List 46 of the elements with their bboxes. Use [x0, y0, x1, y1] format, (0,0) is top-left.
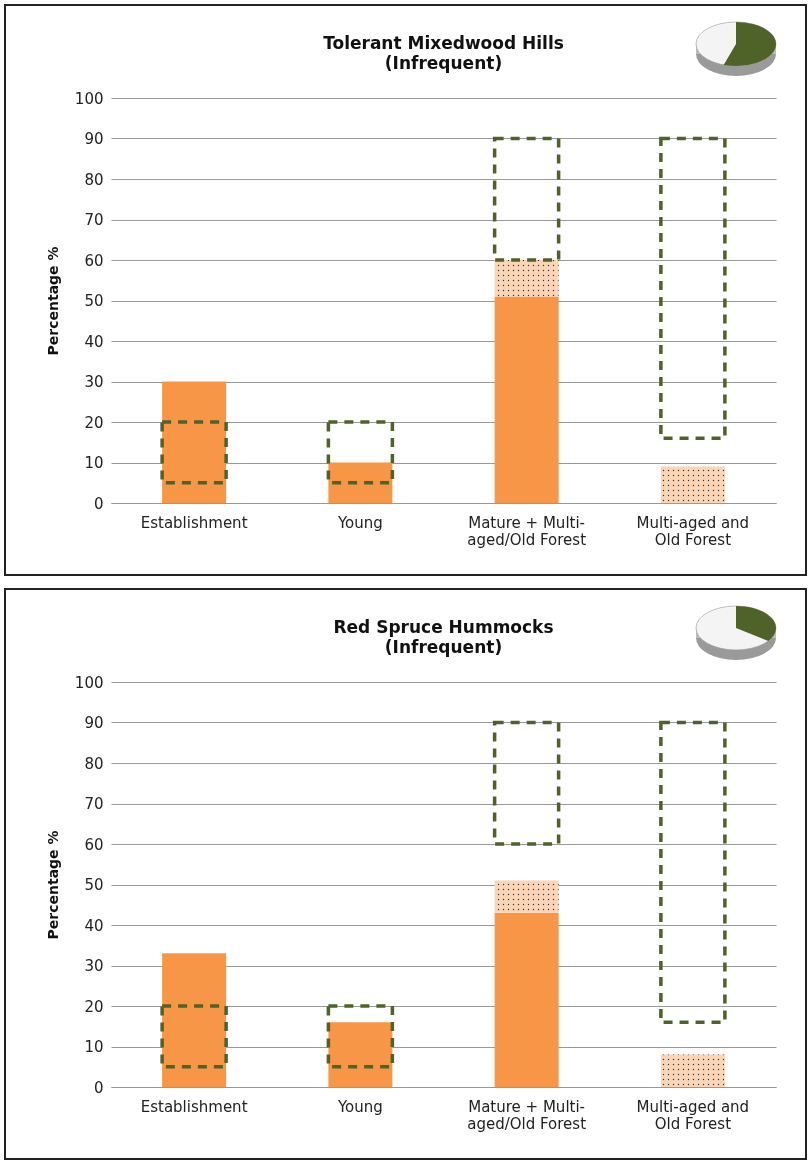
- y-tick-label: 0: [93, 1078, 104, 1097]
- x-tick-label: Multi-aged and Old Forest: [636, 1097, 750, 1133]
- y-tick-label: 50: [84, 876, 104, 894]
- chart-title: Red Spruce Hummocks: [333, 617, 554, 637]
- bar: [494, 912, 559, 1087]
- y-tick-label: 40: [84, 916, 104, 935]
- y-tick-label: 10: [84, 454, 104, 472]
- y-tick-label: 10: [84, 1038, 104, 1056]
- y-tick-label: 100: [74, 673, 104, 692]
- y-tick-label: 80: [84, 754, 104, 773]
- y-tick-label: 100: [74, 89, 104, 108]
- bar: [162, 381, 227, 503]
- y-tick-label: 50: [84, 292, 104, 310]
- bar: [328, 1022, 393, 1087]
- y-tick-label: 30: [84, 957, 104, 975]
- chart-subtitle: (Infrequent): [384, 637, 503, 657]
- bar: [660, 1054, 725, 1087]
- bar: [494, 296, 559, 503]
- bar: [494, 260, 559, 297]
- y-tick-label: 0: [93, 494, 104, 513]
- bar: [162, 953, 227, 1087]
- chart-title: Tolerant Mixedwood Hills: [323, 33, 564, 53]
- x-tick-label: Young: [336, 1097, 383, 1116]
- y-tick-label: 70: [84, 795, 104, 813]
- x-tick-label: Mature + Multi- aged/Old Forest: [467, 513, 587, 549]
- y-tick-label: 20: [84, 997, 104, 1016]
- y-tick-label: 60: [84, 835, 104, 854]
- y-tick-label: 30: [84, 373, 104, 391]
- x-tick-label: Establishment: [140, 513, 248, 532]
- y-tick-label: 90: [84, 714, 104, 732]
- x-tick-label: Mature + Multi- aged/Old Forest: [467, 1097, 587, 1133]
- y-axis-title: Percentage %: [44, 246, 61, 356]
- y-tick-label: 20: [84, 413, 104, 432]
- y-tick-label: 40: [84, 332, 104, 351]
- bar: [660, 466, 725, 503]
- y-tick-label: 80: [84, 170, 104, 189]
- y-tick-label: 90: [84, 130, 104, 148]
- bar: [494, 880, 559, 913]
- chart-subtitle: (Infrequent): [384, 53, 503, 73]
- bar: [328, 462, 393, 503]
- y-tick-label: 70: [84, 211, 104, 229]
- x-tick-label: Young: [336, 513, 383, 532]
- x-tick-label: Multi-aged and Old Forest: [636, 513, 750, 549]
- y-axis-title: Percentage %: [44, 830, 61, 940]
- y-tick-label: 60: [84, 251, 104, 270]
- x-tick-label: Establishment: [140, 1097, 248, 1116]
